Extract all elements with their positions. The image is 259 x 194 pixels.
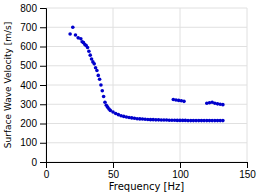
grid <box>46 8 247 162</box>
scatter-point <box>87 50 91 54</box>
x-tick-label: 150 <box>239 169 256 180</box>
scatter-point <box>221 103 225 107</box>
y-tick-label: 600 <box>20 41 37 52</box>
y-tick-mark <box>40 124 46 125</box>
scatter-point <box>68 32 72 36</box>
scatter-point <box>98 77 102 81</box>
y-tick-mark <box>40 27 46 28</box>
x-axis-title: Frequency [Hz] <box>109 181 185 192</box>
y-grid-line <box>46 46 247 47</box>
y-tick-mark <box>40 162 46 163</box>
x-tick-mark <box>247 162 248 168</box>
y-grid-line <box>46 85 247 86</box>
scatter-point <box>86 46 90 50</box>
y-tick: 400 <box>20 80 46 91</box>
scatter-point <box>99 83 103 87</box>
y-grid-line <box>46 65 247 66</box>
y-tick-label: 300 <box>20 99 37 110</box>
y-tick-label: 100 <box>20 137 37 148</box>
scatter-point <box>95 69 99 73</box>
y-tick: 200 <box>20 118 46 129</box>
y-tick: 0 <box>31 157 46 168</box>
y-axis-line <box>40 9 47 163</box>
x-tick: 50 <box>108 162 120 180</box>
y-tick-label: 800 <box>20 3 37 14</box>
x-tick-label: 100 <box>172 169 189 180</box>
x-tick-mark <box>113 162 114 168</box>
x-axis: 0 50 100 150 <box>44 162 257 180</box>
y-tick-mark <box>40 47 46 48</box>
scatter-point <box>96 74 100 78</box>
y-axis: 0 100 200 300 400 500 600 700 800 <box>20 3 46 168</box>
y-tick: 300 <box>20 99 46 110</box>
y-tick-mark <box>40 85 46 86</box>
y-tick: 500 <box>20 60 46 71</box>
x-tick-mark <box>180 162 181 168</box>
y-tick: 800 <box>20 3 46 14</box>
y-tick: 700 <box>20 22 46 33</box>
scatter-point <box>182 100 186 104</box>
y-grid-line <box>46 142 247 143</box>
plot-area <box>68 25 224 122</box>
y-tick: 600 <box>20 41 46 52</box>
y-grid-line <box>46 27 247 28</box>
scatter-point <box>100 89 104 93</box>
y-tick-mark <box>40 104 46 105</box>
y-tick-label: 400 <box>20 80 37 91</box>
y-tick-label: 500 <box>20 60 37 71</box>
y-axis-title: Surface Wave Velocity [m/s] <box>3 22 13 148</box>
y-grid-line <box>46 8 247 9</box>
y-tick-label: 0 <box>31 157 37 168</box>
scatter-point <box>74 33 78 37</box>
x-axis-line <box>47 163 248 169</box>
scatter-point <box>71 25 75 29</box>
y-tick-mark <box>40 8 46 9</box>
x-tick-label: 50 <box>108 169 120 180</box>
chart-svg: 0 50 100 150 0 100 200 300 400 500 600 700 800 Freque… <box>0 0 259 194</box>
x-tick: 150 <box>239 162 256 180</box>
scatter-point <box>92 62 96 66</box>
y-tick-label: 700 <box>20 22 37 33</box>
x-tick: 100 <box>172 162 189 180</box>
scatter-point <box>88 53 92 57</box>
x-tick-label: 0 <box>44 169 50 180</box>
y-grid-line <box>46 123 247 124</box>
x-tick: 0 <box>44 162 50 180</box>
chart-container: 0 50 100 150 0 100 200 300 400 500 600 700 800 Freque… <box>0 0 259 194</box>
y-tick-mark <box>40 143 46 144</box>
y-tick: 100 <box>20 137 46 148</box>
y-tick-label: 200 <box>20 118 37 129</box>
scatter-point <box>221 119 225 123</box>
scatter-point <box>102 95 106 99</box>
y-tick-mark <box>40 66 46 67</box>
